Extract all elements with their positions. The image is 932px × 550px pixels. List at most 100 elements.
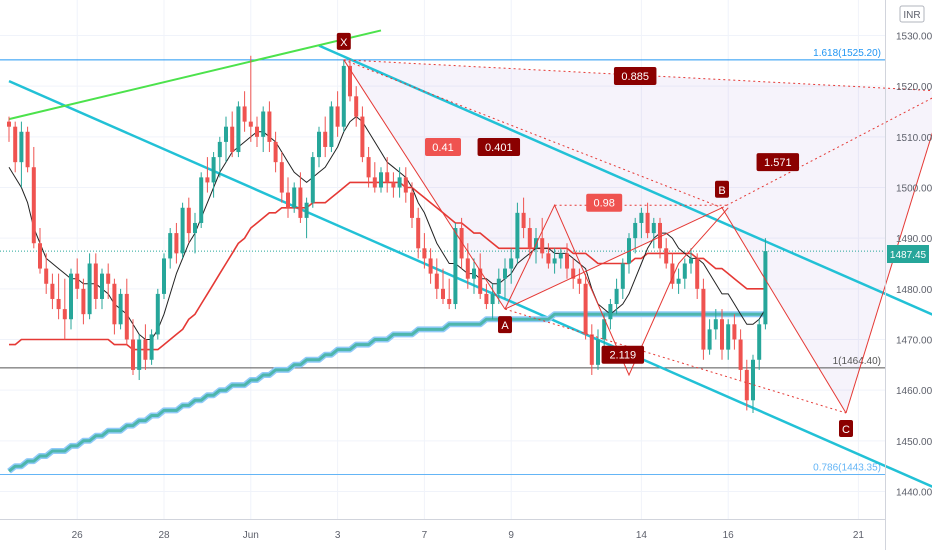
candle-body	[416, 217, 421, 249]
price-axis: 1440.00 1450.00 1460.00 1470.00 1480.00 1490.…	[896, 32, 932, 499]
candle-body	[620, 263, 625, 289]
candle-body	[56, 298, 61, 310]
candle-body	[503, 268, 507, 279]
candle-body	[596, 339, 600, 365]
candle-body	[149, 334, 154, 360]
candle-body	[459, 228, 464, 259]
x-tick-label: 21	[853, 530, 865, 541]
candle-body	[472, 268, 476, 279]
candle-body	[689, 258, 693, 264]
candle-body	[211, 157, 216, 183]
candle-body	[193, 222, 197, 234]
candle-body	[403, 177, 408, 193]
candle-body	[286, 192, 290, 208]
ratio-badge	[425, 137, 461, 156]
candle-body	[633, 222, 638, 239]
candle-body	[527, 228, 532, 249]
y-tick-label: 1530.00	[896, 32, 932, 43]
candle-body	[298, 187, 303, 218]
candle-body	[335, 106, 340, 127]
candle-body	[106, 273, 111, 284]
candle-body	[751, 359, 755, 401]
green-trend-line	[8, 29, 382, 121]
point-badge-c	[839, 419, 853, 437]
candle-body	[676, 278, 681, 284]
x-tick-label: Jun	[243, 530, 259, 541]
ratio-label: 0.41	[432, 142, 453, 154]
channel-upper-line	[318, 44, 932, 316]
leg-xa	[343, 59, 506, 310]
candle-body	[608, 304, 613, 320]
currency-label: INR	[903, 10, 920, 21]
fib-level-label: 1(1464.40)	[833, 356, 881, 367]
candle-body	[744, 369, 749, 401]
x-tick-label: 9	[508, 530, 514, 541]
ratio-badge	[613, 67, 657, 86]
candle-body	[354, 96, 359, 117]
candle-body	[304, 202, 309, 218]
candles	[7, 55, 768, 413]
candle-body	[583, 283, 588, 335]
candle-body	[81, 288, 86, 315]
point-badge-b	[715, 180, 729, 198]
y-tick-label: 1460.00	[896, 386, 932, 397]
candle-body	[31, 167, 36, 244]
candle-body	[162, 258, 166, 294]
y-tick-label: 1510.00	[896, 133, 932, 144]
candle-body	[44, 268, 49, 284]
candle-body	[385, 172, 390, 183]
candle-body	[236, 106, 241, 153]
candle-body	[174, 233, 179, 254]
candle-body	[658, 222, 662, 249]
ratio-badge	[756, 153, 800, 172]
x-tick-label: 14	[636, 530, 648, 541]
y-tick-label: 1450.00	[896, 437, 932, 448]
candle-body	[62, 309, 67, 320]
candle-body	[453, 228, 458, 305]
y-tick-label: 1500.00	[896, 184, 932, 195]
candle-body	[242, 106, 247, 122]
candle-body	[707, 329, 712, 350]
y-tick-label: 1480.00	[896, 285, 932, 296]
candle-body	[379, 172, 383, 188]
candle-body	[348, 65, 352, 97]
candle-body	[757, 324, 762, 360]
candle-body	[261, 111, 266, 137]
fib-levels: 1.618(1525.20) 1(1464.40) 0.786(1443.35)	[0, 48, 885, 476]
candle-body	[205, 177, 210, 183]
candle-body	[279, 162, 284, 193]
candle-body	[397, 177, 402, 188]
candle-body	[118, 293, 123, 325]
candle-body	[428, 258, 433, 274]
x-tick-label: 3	[335, 530, 341, 541]
candle-body	[639, 212, 644, 223]
candle-body	[155, 293, 160, 335]
x-tick-label: 7	[422, 530, 428, 541]
candle-body	[484, 293, 489, 305]
candle-body	[565, 253, 569, 269]
candle-body	[589, 334, 594, 365]
candle-body	[186, 207, 191, 234]
ratio-label: 0.401	[485, 142, 513, 154]
candle-body	[131, 339, 135, 370]
ratio-label: 2.119	[609, 350, 636, 362]
candle-body	[441, 288, 445, 299]
leg-ab	[504, 207, 723, 310]
candle-body	[720, 319, 724, 350]
candle-body	[552, 258, 557, 264]
candle-body	[434, 273, 439, 289]
candle-body	[248, 121, 253, 127]
candle-body	[199, 177, 204, 223]
candle-body	[112, 283, 117, 325]
candle-body	[50, 283, 55, 299]
candle-body	[124, 293, 129, 340]
candle-body	[645, 212, 650, 234]
candle-body	[100, 273, 104, 299]
candle-body	[422, 248, 427, 259]
last-price-label: 1487.45	[890, 250, 927, 261]
candle-body	[695, 258, 700, 289]
currency-badge[interactable]: INR	[899, 5, 925, 23]
candle-body	[558, 253, 563, 259]
candle-body	[273, 141, 278, 163]
